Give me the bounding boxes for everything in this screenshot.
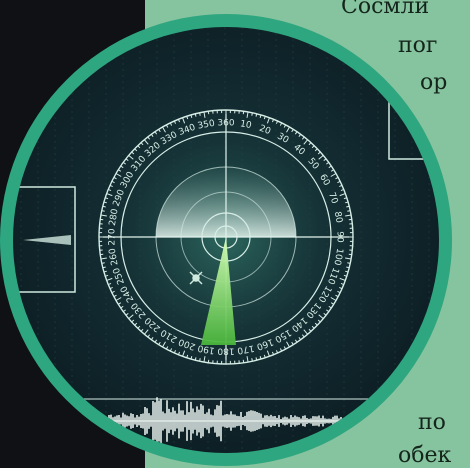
text-fragment-1: Сосмли [341, 0, 430, 19]
dial-label: 100 [331, 247, 344, 266]
radar-screen-icon: 360 10 20 30 40 50 60 70 80 90 100 110 120 130 140 150 1… [13, 27, 439, 453]
dial-label: 260 [108, 247, 121, 266]
dial-label: 180 [217, 346, 234, 356]
dial-label: 170 [236, 342, 255, 355]
dial-label: 270 [108, 228, 118, 245]
radar-sweep [201, 237, 236, 345]
dial-label: 10 [239, 119, 252, 131]
dial-ticks [99, 110, 353, 364]
dial-label: 280 [108, 208, 121, 227]
dial-label: 360 [217, 119, 234, 129]
right-frame [388, 66, 439, 160]
dial-label: 70 [326, 191, 339, 205]
target-marker-icon [189, 271, 203, 285]
text-fragment-5: обек [398, 443, 452, 468]
dial-label: 80 [332, 211, 344, 224]
text-fragment-2: пог [398, 33, 438, 58]
audio-waveform-icon [13, 397, 439, 445]
left-frame [13, 186, 76, 293]
text-fragment-4: по [418, 410, 446, 435]
dial-label: 90 [335, 231, 345, 243]
dial-label: 190 [197, 342, 216, 355]
dial-label: 20 [258, 124, 272, 137]
left-indicator-icon [23, 235, 71, 245]
text-fragment-3: ор [420, 70, 448, 95]
dial-label: 350 [197, 119, 216, 132]
